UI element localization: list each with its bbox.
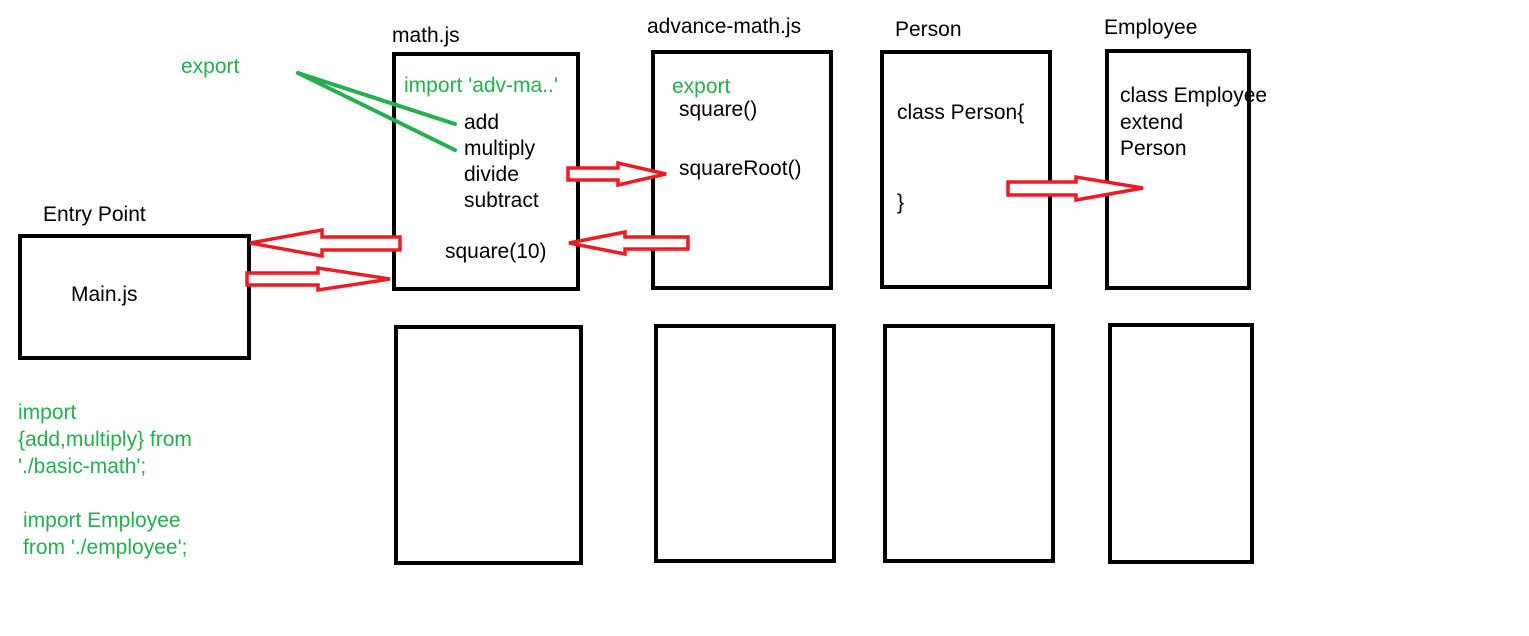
math-fn-add: add	[464, 111, 500, 134]
empty-box-2	[654, 324, 836, 563]
empty-box-1	[394, 325, 583, 565]
import-note-line-1: import	[18, 401, 77, 424]
arrow-math-to-main	[249, 227, 402, 259]
employee-line-3: Person	[1120, 137, 1187, 160]
empty-box-3	[883, 324, 1055, 563]
export-label: export	[181, 55, 240, 78]
export-pointer-lines	[296, 71, 457, 152]
math-fn-subtract: subtract	[464, 189, 539, 212]
import-note-line-5: from './employee';	[23, 536, 188, 559]
math-fn-multiply: multiply	[464, 137, 536, 160]
main-js-box	[18, 234, 251, 360]
main-js-label: Main.js	[71, 283, 138, 306]
arrow-math-to-advance	[566, 160, 667, 188]
math-import-line: import 'adv-ma..'	[404, 74, 558, 97]
advance-math-title: advance-math.js	[647, 15, 802, 38]
import-note-line-4: import Employee	[23, 509, 181, 532]
employee-line-2: extend	[1120, 111, 1184, 134]
person-class-open: class Person{	[897, 101, 1025, 124]
math-call-square: square(10)	[445, 240, 547, 263]
import-note-line-2: {add,multiply} from	[18, 428, 192, 451]
arrow-person-to-employee	[1006, 174, 1144, 203]
employee-line-1: class Employee	[1120, 84, 1268, 107]
employee-title: Employee	[1104, 16, 1198, 39]
entry-point-title: Entry Point	[43, 203, 146, 226]
empty-box-4	[1108, 323, 1254, 564]
arrow-main-to-math	[245, 265, 391, 293]
advance-fn-square: square()	[679, 98, 758, 121]
math-js-title: math.js	[392, 24, 460, 47]
employee-box	[1105, 49, 1251, 290]
export-line-add	[296, 71, 457, 126]
import-note-line-3: './basic-math';	[18, 455, 147, 478]
math-fn-divide: divide	[464, 163, 519, 186]
export-line-multiply	[296, 71, 457, 152]
advance-fn-squareroot: squareRoot()	[679, 157, 802, 180]
advance-export-label: export	[672, 75, 731, 98]
person-class-close: }	[897, 191, 905, 214]
arrow-advance-to-math	[568, 229, 690, 257]
person-box	[880, 50, 1052, 289]
person-title: Person	[895, 18, 962, 41]
